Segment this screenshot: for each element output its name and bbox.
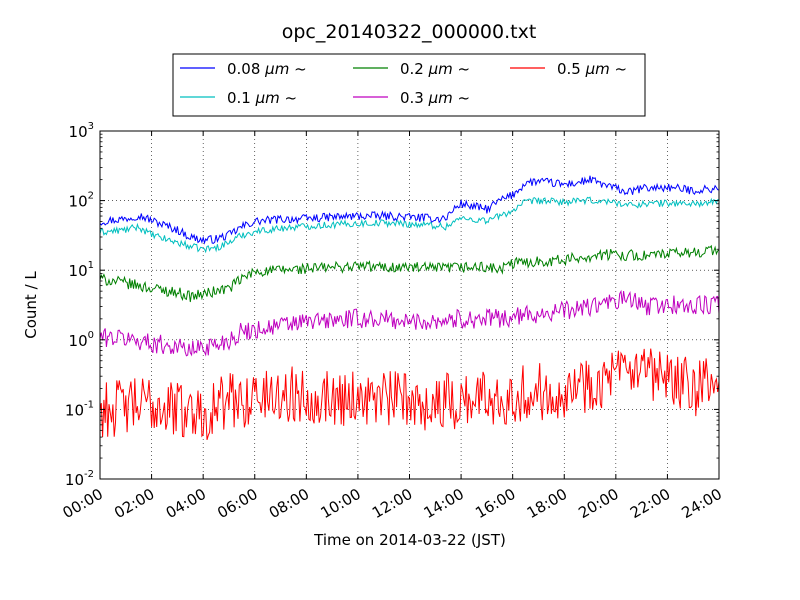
series-line [99,348,720,440]
legend-label: 0.3 μm ~ [400,89,470,107]
legend-label: 0.5 μm ~ [557,60,627,78]
legend-box [172,53,646,117]
legend-label: 0.08 μm ~ [227,60,307,78]
y-axis-label: Count / L [22,271,40,339]
series-line [99,244,720,303]
x-axis-label: Time on 2014-03-22 (JST) [313,531,506,549]
legend: 0.08 μm ~ 0.1 μm ~ 0.2 μm ~ 0.3 μm ~ 0.5 μm … [172,53,646,117]
series-line [99,175,720,245]
legend-label: 0.2 μm ~ [400,60,470,78]
series-line [99,289,720,357]
series-group [99,175,720,440]
legend-label: 0.1 μm ~ [227,89,297,107]
chart-title: opc_20140322_000000.txt [282,21,537,43]
series-line [99,196,720,254]
